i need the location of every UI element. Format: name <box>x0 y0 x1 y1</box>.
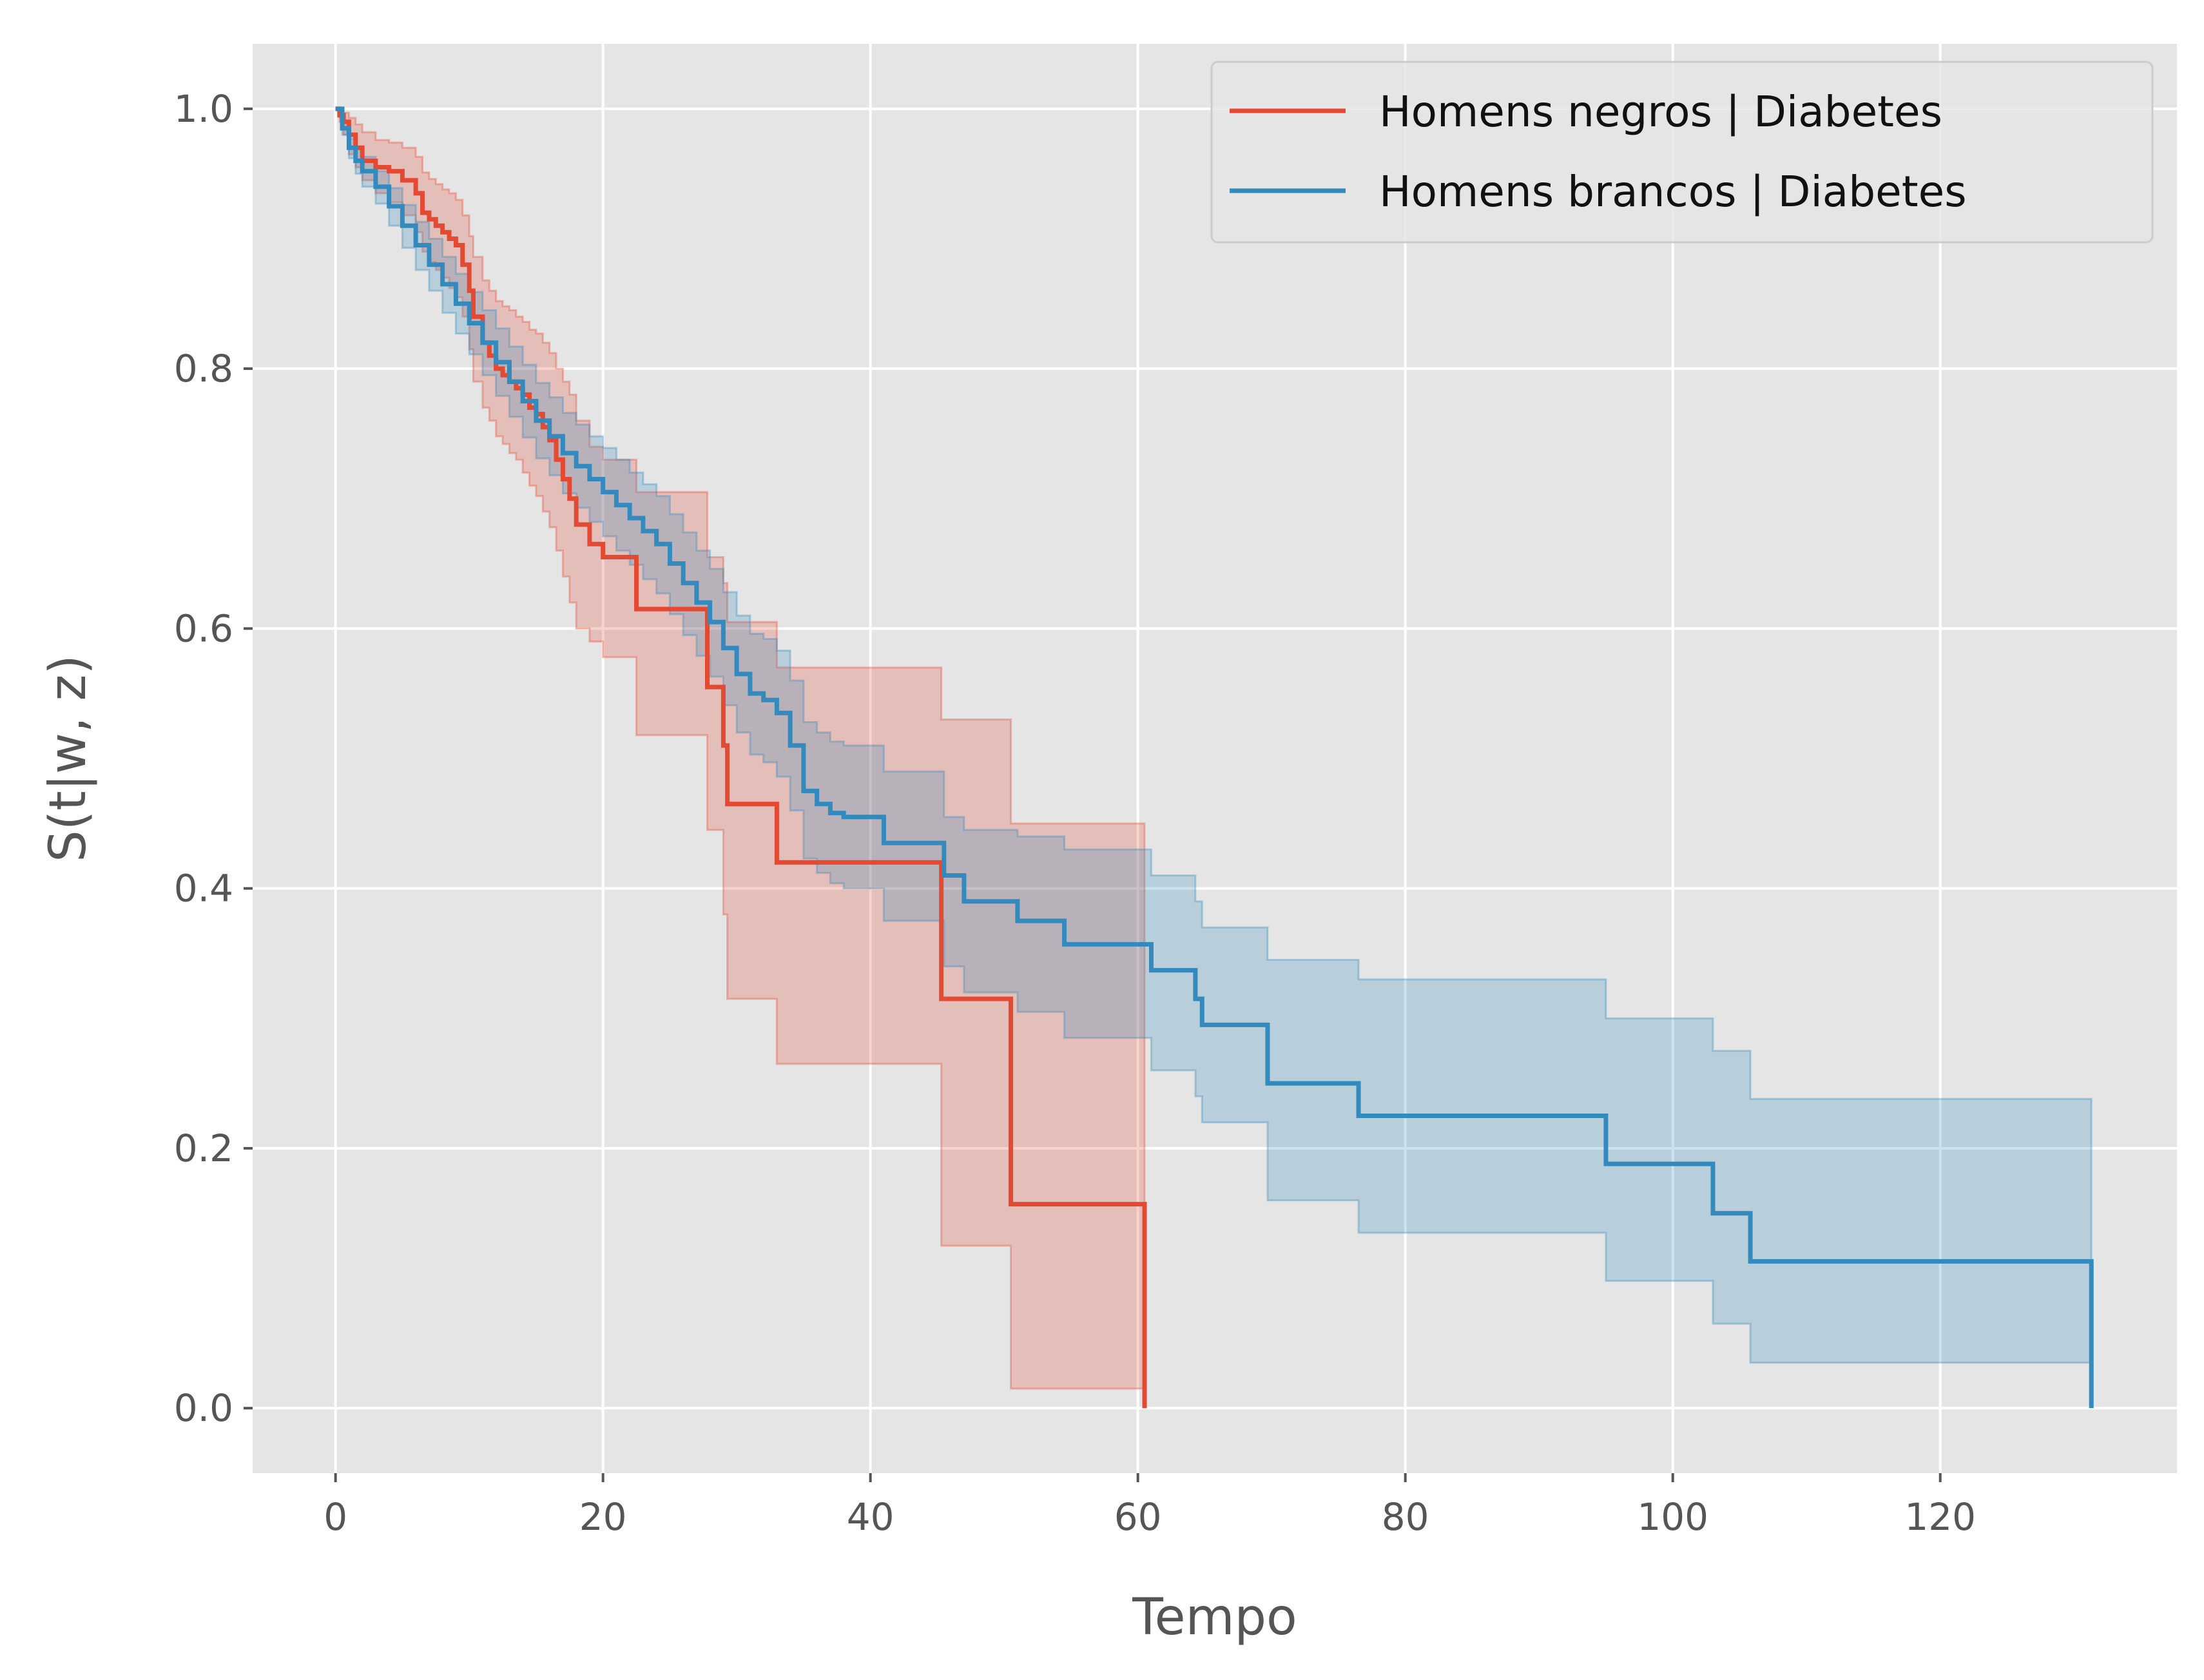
y-tick-label: 0.6 <box>174 606 233 650</box>
x-axis-label: Tempo <box>1132 1588 1297 1646</box>
legend: Homens negros | Diabetes Homens brancos … <box>1210 61 2154 244</box>
y-tick-label: 0.8 <box>174 347 233 391</box>
legend-box <box>1210 61 2154 244</box>
y-tick-label: 0.4 <box>174 867 233 911</box>
legend-label-homens-negros: Homens negros | Diabetes <box>1379 87 1942 137</box>
survival-line-homens-negros <box>335 106 1147 1409</box>
y-tick-label: 1.0 <box>174 87 233 131</box>
y-tick-label: 0.2 <box>174 1126 233 1170</box>
x-tick-label: 40 <box>847 1495 894 1539</box>
x-tick-label: 120 <box>1904 1495 1976 1539</box>
x-tick-label: 100 <box>1637 1495 1708 1539</box>
x-tick-label: 0 <box>324 1495 347 1539</box>
axis-ticks: 0 20 40 60 80 100 120 0.0 0.2 0.4 0.6 0.8 1.0 <box>174 87 1976 1539</box>
survival-curves <box>335 106 2094 1409</box>
x-tick-label: 80 <box>1382 1495 1429 1539</box>
y-tick-label: 0.0 <box>174 1386 233 1430</box>
y-axis-label: S(t|w, z) <box>39 655 97 862</box>
x-tick-label: 20 <box>579 1495 627 1539</box>
legend-label-homens-brancos: Homens brancos | Diabetes <box>1379 167 1967 217</box>
survival-line-homens-brancos <box>335 106 2094 1409</box>
grid <box>253 44 2177 1473</box>
plot-area <box>253 44 2177 1473</box>
ci-band-homens-brancos <box>335 108 2093 1364</box>
x-tick-label: 60 <box>1114 1495 1162 1539</box>
